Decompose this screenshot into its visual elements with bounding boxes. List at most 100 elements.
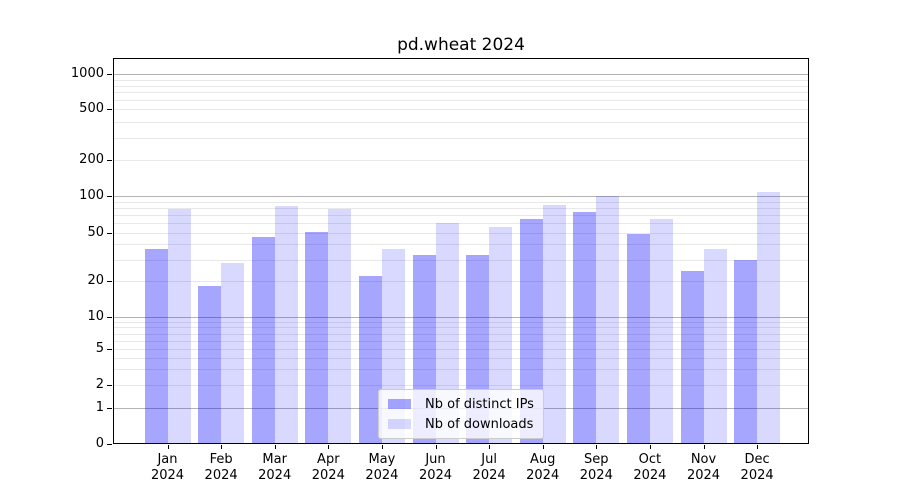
y-tick-label-200: 200 <box>79 151 104 167</box>
minor-gridline <box>114 86 808 87</box>
minor-gridline <box>114 327 808 328</box>
x-tick-month: Jul <box>481 452 497 467</box>
x-tick-label-mar: Mar 2024 <box>245 452 305 484</box>
y-tick-mark-1000 <box>107 74 112 76</box>
y-tick-label-50: 50 <box>87 224 104 240</box>
minor-gridline <box>114 223 808 224</box>
minor-gridline <box>114 215 808 216</box>
y-tick-label-10: 10 <box>87 309 104 324</box>
x-tick-month: Nov <box>690 452 717 467</box>
minor-gridline <box>114 138 808 139</box>
x-tick-month: Mar <box>262 452 287 467</box>
x-tick-month: Feb <box>209 452 233 467</box>
x-tick-label-feb: Feb 2024 <box>191 452 251 484</box>
bar-distinct-ips-may <box>358 275 382 444</box>
legend-swatch-distinct-ips <box>388 399 411 409</box>
major-gridline <box>114 317 808 318</box>
minor-gridline <box>114 281 808 282</box>
x-tick-label-sep: Sep 2024 <box>566 452 626 484</box>
bar-downloads-feb <box>221 263 245 444</box>
x-tick-mark-jul <box>489 445 491 449</box>
minor-gridline <box>114 385 808 386</box>
x-tick-label-jan: Jan 2024 <box>138 452 198 484</box>
y-tick-label-100: 100 <box>79 188 104 204</box>
minor-gridline <box>114 260 808 261</box>
y-tick-mark-1 <box>107 407 112 409</box>
minor-gridline <box>114 92 808 93</box>
x-tick-year: 2024 <box>150 468 185 483</box>
y-tick-label-1: 1 <box>95 399 104 415</box>
x-tick-mark-mar <box>274 445 276 449</box>
x-tick-mark-apr <box>328 445 330 449</box>
bar-distinct-ips-sep <box>573 212 597 444</box>
x-tick-mark-may <box>381 445 383 449</box>
x-tick-label-nov: Nov 2024 <box>674 452 734 484</box>
major-gridline <box>114 196 808 197</box>
x-tick-month: Apr <box>317 452 340 467</box>
x-tick-month: Jan <box>157 452 178 467</box>
minor-gridline <box>114 122 808 123</box>
x-tick-mark-feb <box>221 445 223 449</box>
x-tick-month: Jun <box>425 452 446 467</box>
bar-downloads-sep <box>596 195 620 444</box>
bar-downloads-jan <box>167 208 191 444</box>
x-tick-year: 2024 <box>204 468 238 483</box>
x-tick-month: Aug <box>529 452 556 467</box>
y-tick-label-2: 2 <box>95 377 104 393</box>
bar-distinct-ips-jan <box>144 248 168 444</box>
x-tick-mark-oct <box>649 445 651 449</box>
bar-distinct-ips-dec <box>734 259 758 444</box>
bar-distinct-ips-nov <box>680 271 704 444</box>
x-tick-mark-dec <box>757 445 759 449</box>
bar-downloads-nov <box>703 248 727 444</box>
x-tick-label-may: May 2024 <box>352 452 412 484</box>
bar-distinct-ips-feb <box>198 286 222 444</box>
x-tick-mark-aug <box>542 445 544 449</box>
x-tick-mark-jan <box>167 445 169 449</box>
y-tick-mark-100 <box>107 196 112 198</box>
bar-downloads-aug <box>542 204 566 444</box>
x-tick-year: 2024 <box>579 468 613 483</box>
legend: Nb of distinct IPs Nb of downloads <box>378 389 544 439</box>
y-tick-mark-500 <box>107 109 112 111</box>
minor-gridline <box>114 369 808 370</box>
y-tick-label-5: 5 <box>95 341 104 357</box>
minor-gridline <box>114 341 808 342</box>
minor-gridline <box>114 349 808 350</box>
bar-downloads-jun <box>435 223 459 444</box>
x-tick-year: 2024 <box>472 468 506 483</box>
y-tick-mark-200 <box>107 159 112 161</box>
x-tick-label-jul: Jul 2024 <box>459 452 519 484</box>
x-tick-year: 2024 <box>740 468 774 483</box>
minor-gridline <box>114 208 808 209</box>
major-gridline <box>114 74 808 75</box>
legend-item: Nb of distinct IPs <box>387 396 535 412</box>
bar-distinct-ips-apr <box>305 231 329 444</box>
x-tick-year: 2024 <box>365 468 399 483</box>
x-tick-label-dec: Dec 2024 <box>727 452 787 484</box>
minor-gridline <box>114 160 808 161</box>
bar-downloads-mar <box>274 206 298 444</box>
y-tick-label-1000: 1000 <box>70 66 104 82</box>
y-tick-mark-10 <box>107 317 112 318</box>
minor-gridline <box>114 100 808 101</box>
bar-distinct-ips-oct <box>626 233 650 444</box>
bar-downloads-oct <box>649 218 673 444</box>
minor-gridline <box>114 109 808 110</box>
minor-gridline <box>114 358 808 359</box>
x-tick-year: 2024 <box>258 468 292 483</box>
x-tick-year: 2024 <box>633 468 667 483</box>
legend-label-distinct-ips: Nb of distinct IPs <box>425 396 534 412</box>
y-tick-mark-0 <box>107 444 112 445</box>
x-tick-month: May <box>368 452 396 467</box>
legend-label-downloads: Nb of downloads <box>425 416 534 432</box>
legend-swatch-downloads <box>388 419 411 429</box>
bar-distinct-ips-aug <box>519 218 543 444</box>
minor-gridline <box>114 233 808 234</box>
x-tick-label-aug: Aug 2024 <box>513 452 573 484</box>
bar-distinct-ips-mar <box>251 237 275 444</box>
x-tick-label-apr: Apr 2024 <box>298 452 358 484</box>
y-tick-mark-20 <box>107 280 112 282</box>
y-tick-mark-50 <box>107 232 112 234</box>
bar-downloads-dec <box>757 192 781 444</box>
